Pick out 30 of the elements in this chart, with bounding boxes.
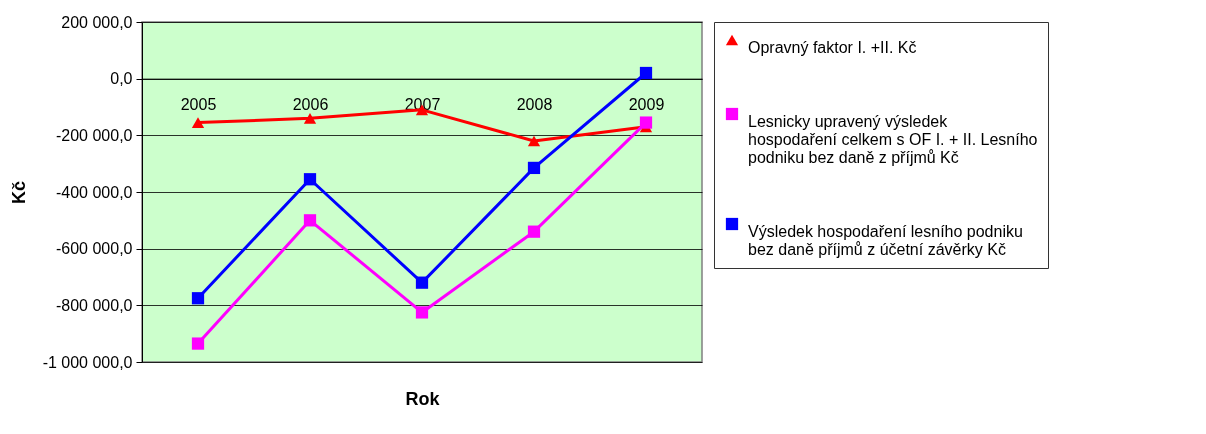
y-tick-label: -400 000,0: [55, 183, 133, 201]
point: [527, 161, 541, 175]
x-tick-label: 2009: [628, 96, 665, 114]
y-tick-label: 0,0: [110, 70, 133, 88]
x-tick-label: 2008: [516, 96, 553, 114]
point: [303, 214, 317, 227]
y-tick-label: -1 000 000,0: [42, 353, 133, 371]
point: [303, 173, 317, 186]
point: [415, 306, 429, 319]
legend-label: Výsledek hospodaření lesního podniku bez daně příjmů z účetní závěrky Kč: [748, 223, 1023, 258]
x-axis-title: Rok: [405, 388, 441, 409]
y-tick-label: -600 000,0: [55, 240, 133, 258]
point: [527, 135, 541, 147]
point: [191, 292, 205, 305]
point: [191, 117, 205, 128]
point: [527, 225, 541, 238]
legend-label: Opravný faktor I. +II. Kč: [748, 39, 917, 56]
y-tick-label: -200 000,0: [55, 126, 133, 144]
x-tick-label: 2005: [180, 96, 217, 114]
point: [639, 66, 653, 80]
y-axis-title: Kč: [8, 180, 29, 205]
x-tick-label: 2006: [292, 96, 329, 114]
point: [303, 113, 317, 124]
y-tick-label: -800 000,0: [55, 296, 133, 314]
x-tick-label: 2007: [404, 96, 441, 114]
point: [415, 276, 429, 289]
point: [639, 116, 653, 129]
y-tick-label: 200 000,0: [61, 13, 133, 31]
legend-label: Lesnicky upravený výsledek hospodaření celkem s OF I. + II. Lesního podniku bez daně z příjmů Kč: [748, 113, 1038, 166]
point: [191, 337, 205, 350]
